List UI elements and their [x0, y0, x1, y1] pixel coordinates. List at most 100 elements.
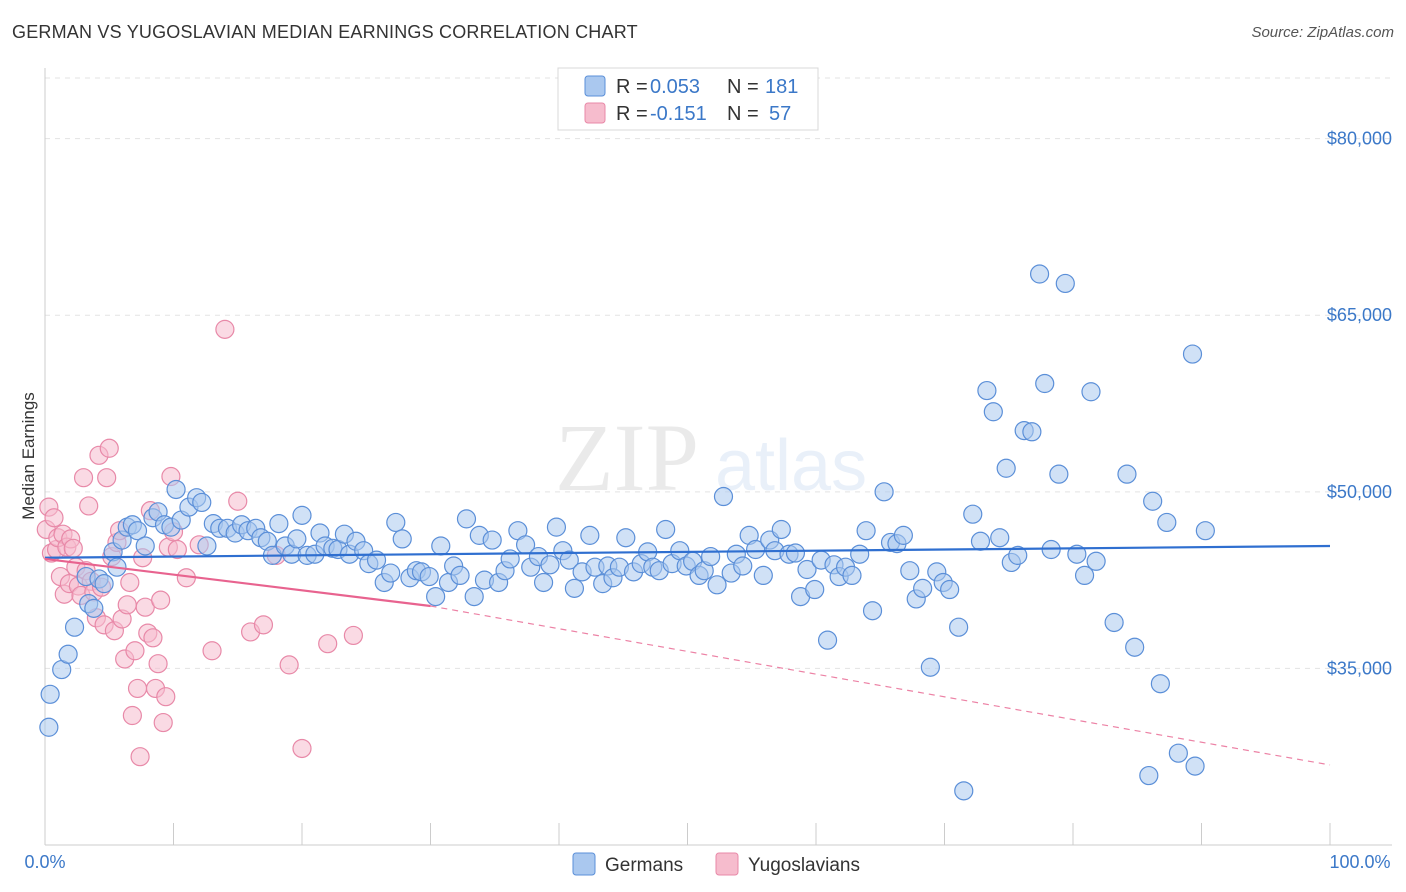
germans-point: [1182, 344, 1203, 364]
germans-point: [419, 566, 439, 587]
yugoslavians-point: [63, 538, 83, 558]
germans-point: [1049, 464, 1069, 484]
germans-point: [392, 529, 412, 549]
germans-point: [842, 565, 862, 586]
yugoslavians-point: [120, 572, 140, 593]
germans-point: [1081, 382, 1101, 402]
germans-point: [292, 505, 312, 525]
germans-point: [753, 565, 773, 586]
germans-point: [1074, 565, 1095, 586]
germans-point: [1168, 743, 1188, 763]
source-label: Source: ZipAtlas.com: [1251, 24, 1394, 41]
yugoslavians-r-value: -0.151: [650, 103, 707, 125]
germans-point: [192, 492, 212, 513]
germans-point: [850, 544, 870, 564]
germans-point: [817, 630, 838, 650]
germans-point: [616, 528, 636, 548]
yugoslavians-point: [151, 590, 171, 610]
germans-point: [287, 529, 307, 549]
germans-point: [1086, 551, 1106, 571]
legend-yugoslavians-swatch: [715, 852, 739, 876]
germans-point: [785, 543, 806, 563]
germans-r-label: R =: [616, 76, 648, 98]
germans-point: [856, 521, 876, 541]
germans-point: [386, 512, 406, 533]
germans-point: [746, 539, 766, 560]
yugoslavians-point: [122, 705, 142, 726]
x-tick-label-max: 100.0%: [1329, 852, 1390, 872]
germans-point: [559, 550, 579, 570]
yugoslavians-point: [292, 738, 312, 759]
germans-point: [797, 559, 817, 580]
germans-trend-line: [44, 544, 1331, 559]
yugoslavians-trend-line-extension: [430, 605, 1331, 766]
yugoslavians-point: [125, 641, 145, 661]
yugoslavians-point: [153, 712, 173, 733]
germans-point: [1185, 756, 1205, 776]
germans-point: [540, 555, 560, 575]
germans-point: [713, 486, 734, 507]
yugoslavians-swatch: [584, 102, 606, 124]
yugoslavians-point: [253, 615, 274, 635]
germans-point: [197, 536, 217, 556]
yugoslavians-point: [167, 539, 187, 560]
yugoslavians-point: [215, 319, 235, 339]
germans-point: [996, 458, 1016, 478]
germans-point: [771, 519, 791, 540]
germans-point: [94, 574, 114, 594]
y-tick-labels: $35,000 $50,000 $65,000 $80,000: [1327, 129, 1392, 679]
yugoslavians-point: [202, 641, 222, 661]
trend-lines: [44, 544, 1331, 766]
stats-legend: R = 0.053 N = 181 R = -0.151 N = 57: [557, 67, 819, 131]
germans-point: [482, 530, 502, 550]
yugoslavians-point: [99, 438, 119, 458]
germans-point: [701, 546, 721, 567]
germans-point: [949, 617, 969, 637]
germans-point: [1150, 674, 1170, 694]
germans-point: [84, 598, 104, 618]
yugoslavians-point: [228, 491, 248, 511]
yugoslavians-n-value: 57: [769, 103, 791, 125]
chart-title: GERMAN VS YUGOSLAVIAN MEDIAN EARNINGS CO…: [12, 22, 638, 42]
germans-point: [464, 586, 484, 607]
yugoslavians-point: [97, 468, 117, 488]
germans-point: [733, 556, 753, 576]
y-tick-label: $35,000: [1327, 658, 1392, 678]
germans-point: [269, 514, 289, 534]
y-tick-label: $80,000: [1327, 129, 1392, 149]
yugoslavians-point: [127, 678, 148, 699]
germans-point: [900, 561, 920, 581]
germans-point: [1008, 545, 1028, 565]
germans-point: [983, 402, 1003, 422]
germans-point: [580, 525, 600, 545]
yugoslavians-n-label: N =: [727, 103, 759, 125]
yugoslavians-point: [117, 595, 137, 615]
germans-point: [805, 579, 825, 600]
germans-point: [1067, 544, 1087, 564]
yugoslavians-point: [279, 655, 299, 675]
germans-points: [39, 264, 1215, 801]
germans-n-value: 181: [765, 76, 798, 98]
yugoslavians-point: [79, 496, 99, 516]
germans-point: [64, 617, 85, 637]
germans-point: [456, 509, 477, 529]
germans-swatch: [584, 75, 606, 97]
yugoslavians-point: [44, 508, 64, 528]
yugoslavians-point: [73, 468, 94, 488]
yugoslavians-point: [148, 654, 168, 674]
germans-point: [1125, 637, 1145, 657]
germans-point: [963, 504, 983, 524]
germans-point: [39, 717, 59, 737]
yugoslavians-point: [156, 687, 176, 707]
germans-point: [1035, 373, 1055, 394]
legend-germans-swatch: [572, 852, 596, 876]
germans-point: [450, 565, 470, 586]
germans-point: [1055, 273, 1075, 294]
legend-germans-label: Germans: [605, 855, 683, 876]
germans-point: [1022, 422, 1042, 442]
yugoslavians-point: [130, 747, 150, 767]
x-tick-label-min: 0.0%: [24, 852, 65, 872]
germans-point: [1157, 512, 1177, 533]
germans-point: [546, 517, 567, 537]
